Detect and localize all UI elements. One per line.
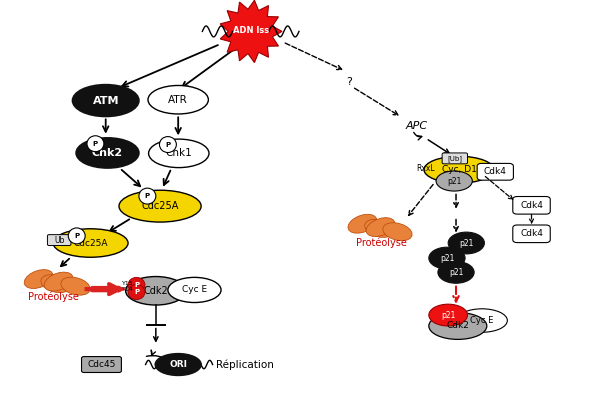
Ellipse shape bbox=[139, 188, 156, 204]
Ellipse shape bbox=[128, 277, 145, 292]
Text: Protéolyse: Protéolyse bbox=[28, 291, 79, 302]
Text: P: P bbox=[93, 141, 98, 147]
Polygon shape bbox=[41, 274, 70, 292]
Ellipse shape bbox=[438, 261, 474, 283]
FancyArrow shape bbox=[89, 286, 126, 292]
Text: p21: p21 bbox=[441, 310, 455, 320]
Text: P: P bbox=[134, 289, 139, 295]
Text: Cdc25A: Cdc25A bbox=[73, 238, 108, 248]
Ellipse shape bbox=[155, 354, 201, 375]
Text: Cdk4: Cdk4 bbox=[484, 167, 507, 176]
Polygon shape bbox=[61, 277, 90, 295]
Text: T14: T14 bbox=[122, 287, 134, 292]
Text: Cyc, D1: Cyc, D1 bbox=[442, 165, 477, 174]
Ellipse shape bbox=[429, 247, 465, 269]
Text: ATR: ATR bbox=[169, 95, 188, 105]
Text: RxxL: RxxL bbox=[417, 164, 435, 173]
Text: APC: APC bbox=[406, 121, 428, 131]
FancyBboxPatch shape bbox=[513, 225, 550, 243]
Text: Cdc45: Cdc45 bbox=[88, 360, 115, 369]
Text: Cdk2: Cdk2 bbox=[144, 286, 168, 296]
Text: ADN lss: ADN lss bbox=[233, 26, 269, 35]
Text: Chk2: Chk2 bbox=[92, 148, 123, 158]
Text: Cdk4: Cdk4 bbox=[520, 229, 543, 238]
Ellipse shape bbox=[126, 277, 186, 305]
Polygon shape bbox=[366, 217, 395, 236]
Polygon shape bbox=[44, 272, 73, 291]
Text: P: P bbox=[134, 282, 139, 288]
Text: Cdc25A: Cdc25A bbox=[141, 201, 179, 211]
FancyBboxPatch shape bbox=[477, 163, 513, 180]
Text: p21: p21 bbox=[447, 176, 461, 186]
Polygon shape bbox=[365, 219, 394, 237]
FancyArrow shape bbox=[85, 285, 126, 293]
Ellipse shape bbox=[76, 138, 139, 168]
Polygon shape bbox=[383, 222, 412, 241]
Ellipse shape bbox=[424, 156, 494, 183]
Text: Cyc E: Cyc E bbox=[182, 285, 207, 295]
Ellipse shape bbox=[148, 85, 208, 114]
Text: Réplication: Réplication bbox=[216, 359, 274, 370]
Ellipse shape bbox=[457, 309, 507, 332]
Ellipse shape bbox=[436, 171, 472, 191]
Text: ORI: ORI bbox=[169, 360, 187, 369]
FancyBboxPatch shape bbox=[442, 153, 467, 164]
Text: P: P bbox=[145, 193, 150, 199]
Polygon shape bbox=[24, 269, 53, 288]
Ellipse shape bbox=[119, 190, 201, 222]
Text: p21: p21 bbox=[440, 253, 454, 263]
FancyBboxPatch shape bbox=[513, 197, 550, 214]
Ellipse shape bbox=[448, 232, 484, 254]
Ellipse shape bbox=[159, 137, 176, 153]
Text: Cdk4: Cdk4 bbox=[520, 201, 543, 210]
Text: p21: p21 bbox=[449, 268, 463, 277]
Ellipse shape bbox=[128, 285, 145, 300]
Ellipse shape bbox=[149, 139, 209, 168]
Ellipse shape bbox=[53, 229, 128, 257]
Polygon shape bbox=[348, 214, 377, 233]
Ellipse shape bbox=[168, 277, 221, 303]
Text: Ub: Ub bbox=[54, 235, 65, 245]
Text: ATM: ATM bbox=[92, 96, 119, 106]
Ellipse shape bbox=[429, 304, 467, 326]
Text: ?: ? bbox=[346, 77, 352, 87]
Text: Protéolyse: Protéolyse bbox=[356, 238, 407, 248]
Ellipse shape bbox=[87, 136, 104, 152]
Ellipse shape bbox=[429, 313, 487, 339]
Text: Cyc E: Cyc E bbox=[471, 316, 493, 325]
Text: Chk1: Chk1 bbox=[165, 148, 192, 158]
FancyBboxPatch shape bbox=[47, 235, 71, 246]
Text: p21: p21 bbox=[459, 238, 474, 248]
Ellipse shape bbox=[72, 85, 139, 116]
Text: Cdk2: Cdk2 bbox=[446, 321, 469, 331]
Text: [Ub]: [Ub] bbox=[448, 155, 462, 162]
FancyBboxPatch shape bbox=[82, 357, 121, 372]
Ellipse shape bbox=[68, 228, 85, 244]
Text: Y15: Y15 bbox=[122, 281, 134, 286]
Polygon shape bbox=[220, 0, 282, 62]
Text: P: P bbox=[165, 142, 170, 147]
Text: P: P bbox=[74, 233, 79, 239]
